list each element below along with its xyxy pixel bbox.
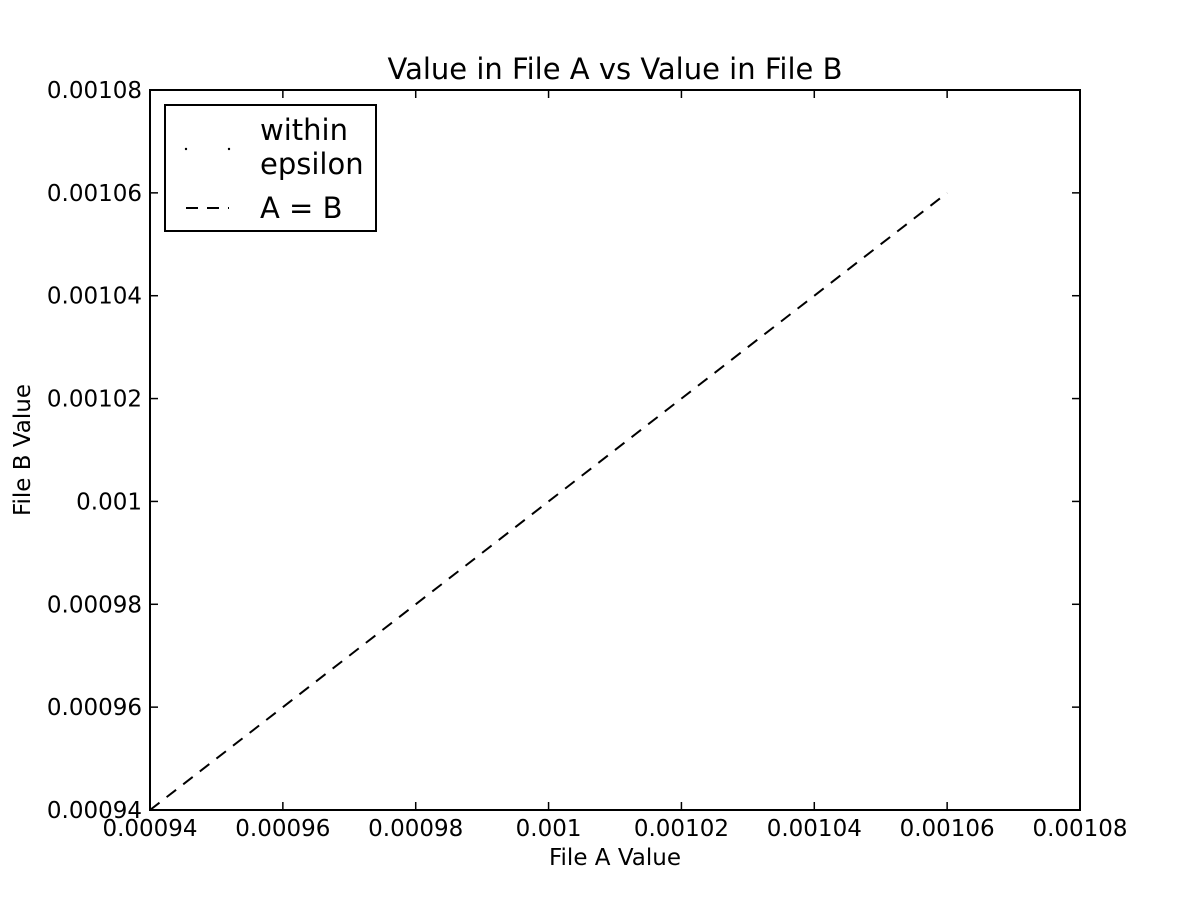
chart-title: Value in File A vs Value in File B — [388, 52, 843, 86]
x-tick-label: 0.00102 — [634, 816, 729, 842]
x-axis-label: File A Value — [549, 845, 681, 871]
legend: within epsilon A = B — [164, 104, 377, 232]
legend-marker-within-epsilon-point-2 — [227, 147, 231, 151]
x-tick-label: 0.00104 — [767, 816, 862, 842]
y-tick-label: 0.00106 — [47, 181, 142, 207]
x-tick-label: 0.001 — [516, 816, 582, 842]
x-tick-label: 0.00106 — [900, 816, 995, 842]
x-tick-label: 0.00108 — [1032, 816, 1127, 842]
series-layer — [149, 192, 948, 811]
y-tick-label: 0.00108 — [47, 78, 142, 104]
y-tick-label: 0.00102 — [47, 387, 142, 413]
ticks-layer — [149, 89, 1081, 811]
x-tick-label: 0.00098 — [368, 816, 463, 842]
y-axis-label: File B Value — [10, 384, 36, 516]
y-tick-label: 0.001 — [76, 489, 142, 515]
legend-frame — [164, 104, 377, 232]
legend-label-within-epsilon-line-2: epsilon — [260, 147, 364, 181]
plot-area-frame — [149, 89, 1081, 811]
y-tick-label: 0.00096 — [47, 695, 142, 721]
tick-labels-layer: 0.00094 0.00096 0.00098 0.001 0.00102 0.00104… — [47, 78, 1128, 842]
legend-label-within-epsilon-line-1: within — [260, 113, 348, 147]
y-tick-label: 0.00094 — [47, 798, 142, 824]
x-tick-label: 0.00094 — [102, 816, 197, 842]
y-tick-label: 0.00098 — [47, 592, 142, 618]
series-line-a-equals-b — [149, 192, 948, 811]
y-tick-label: 0.00104 — [47, 284, 142, 310]
x-tick-label: 0.00096 — [235, 816, 330, 842]
legend-marker-within-epsilon-point-1 — [184, 147, 188, 151]
legend-label-a-equals-b: A = B — [260, 191, 342, 225]
legend-label-within-epsilon: within epsilon — [260, 113, 364, 181]
